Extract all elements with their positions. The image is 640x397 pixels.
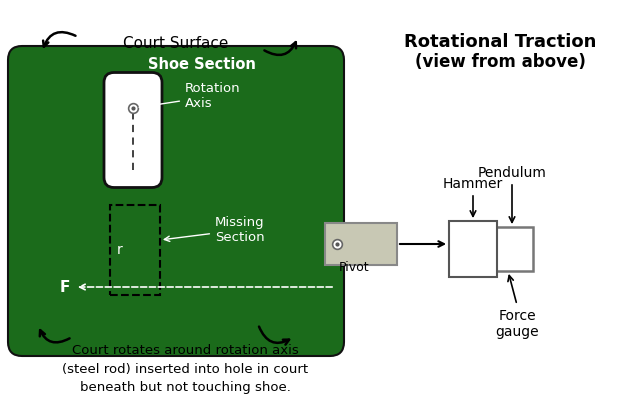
FancyBboxPatch shape — [104, 73, 162, 187]
Text: Hammer: Hammer — [443, 177, 503, 191]
Text: r: r — [117, 243, 123, 257]
Text: Force
gauge: Force gauge — [495, 309, 539, 339]
Text: Pivot: Pivot — [339, 261, 370, 274]
Bar — [449, 221, 497, 277]
Bar — [110, 205, 160, 295]
FancyBboxPatch shape — [8, 46, 344, 356]
Text: F: F — [60, 279, 70, 295]
Text: Court Surface: Court Surface — [124, 35, 228, 50]
Bar — [325, 223, 397, 265]
Text: (view from above): (view from above) — [415, 53, 586, 71]
Text: Missing
Section: Missing Section — [164, 216, 264, 244]
Text: Rotation
Axis: Rotation Axis — [140, 82, 241, 110]
Text: Shoe Section: Shoe Section — [148, 57, 256, 72]
Bar — [491, 227, 533, 271]
Text: Pendulum: Pendulum — [477, 166, 547, 180]
Text: Rotational Traction: Rotational Traction — [404, 33, 596, 51]
Text: Court rotates around rotation axis
(steel rod) inserted into hole in court
benea: Court rotates around rotation axis (stee… — [62, 345, 308, 393]
